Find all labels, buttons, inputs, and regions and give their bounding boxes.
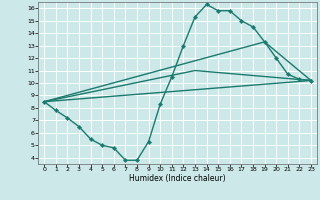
X-axis label: Humidex (Indice chaleur): Humidex (Indice chaleur) [129, 174, 226, 183]
